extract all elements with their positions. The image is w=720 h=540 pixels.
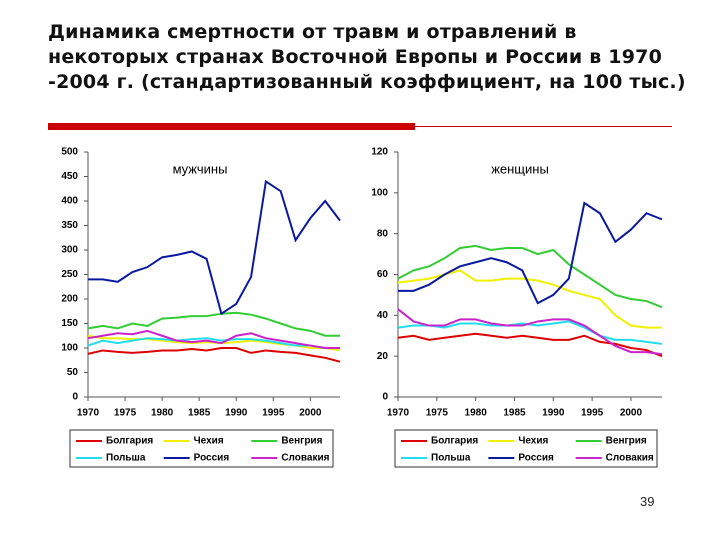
legend-label: Россия <box>518 453 554 464</box>
y-tick-label: 40 <box>377 310 389 321</box>
y-tick-label: 200 <box>61 294 78 305</box>
series-line <box>397 308 663 356</box>
x-tick-label: 1975 <box>426 408 449 419</box>
series-line <box>87 311 340 337</box>
y-tick-label: 250 <box>61 269 78 280</box>
y-tick-label: 150 <box>61 318 78 329</box>
y-tick-label: 60 <box>377 269 389 280</box>
page-number: 39 <box>640 494 655 509</box>
y-tick-label: 20 <box>377 351 389 362</box>
y-tick-label: 50 <box>67 367 79 378</box>
title-bar <box>48 123 415 130</box>
series-line <box>398 201 663 305</box>
y-tick-label: 450 <box>61 171 78 182</box>
legend-box <box>69 429 334 468</box>
y-tick-label: 350 <box>61 220 78 231</box>
legend-label: Чехия <box>518 436 548 447</box>
series-line <box>87 347 341 363</box>
y-tick-label: 100 <box>61 343 78 354</box>
y-tick-label: 120 <box>371 147 388 158</box>
legend-label: Чехия <box>194 436 224 447</box>
y-tick-label: 500 <box>61 147 78 158</box>
x-tick-label: 1995 <box>581 408 604 419</box>
legend-label: Венгрия <box>606 436 647 447</box>
x-tick-label: 1970 <box>77 408 100 419</box>
y-tick-label: 0 <box>72 392 78 403</box>
legend-label: Болгария <box>431 436 478 447</box>
x-tick-label: 1970 <box>387 408 410 419</box>
x-tick-label: 2000 <box>620 408 643 419</box>
y-tick-label: 300 <box>61 245 78 256</box>
y-tick-label: 100 <box>371 187 388 198</box>
slide-title: Динамика смертности от травм и отравлени… <box>48 21 686 93</box>
legend-label: Польша <box>431 453 471 464</box>
legend-box <box>394 429 658 468</box>
x-tick-label: 2000 <box>299 408 322 419</box>
x-tick-label: 1980 <box>465 408 488 419</box>
legend-label: Россия <box>194 453 230 464</box>
y-tick-label: 400 <box>61 196 78 207</box>
x-tick-label: 1980 <box>151 408 174 419</box>
series-line <box>397 332 663 358</box>
series-line <box>397 244 663 309</box>
legend-label: Польша <box>106 453 146 464</box>
legend-label: Болгария <box>106 436 153 447</box>
series-line <box>88 179 341 316</box>
x-tick-label: 1985 <box>188 408 211 419</box>
legend-label: Словакия <box>281 453 329 464</box>
chart-title: мужчины <box>173 161 228 176</box>
x-tick-label: 1990 <box>225 408 248 419</box>
series-line <box>87 337 340 349</box>
chart-title: женщины <box>491 161 549 176</box>
x-tick-label: 1985 <box>503 408 526 419</box>
series-line <box>87 329 340 349</box>
x-tick-label: 1975 <box>114 408 137 419</box>
y-tick-label: 0 <box>382 392 388 403</box>
x-tick-label: 1995 <box>262 408 285 419</box>
legend-label: Венгрия <box>281 436 322 447</box>
y-tick-label: 80 <box>377 228 389 239</box>
x-tick-label: 1990 <box>542 408 565 419</box>
legend-label: Словакия <box>606 453 654 464</box>
